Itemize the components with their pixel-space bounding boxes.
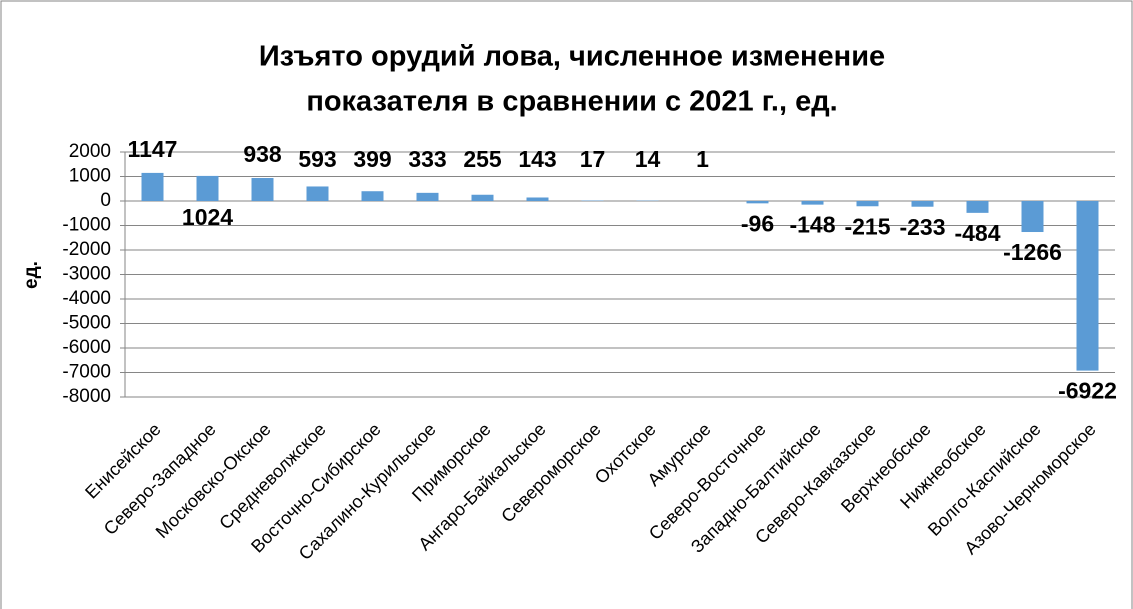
chart-title: показателя в сравнении с 2021 г., ед.	[306, 86, 837, 118]
y-tick-label: -2000	[62, 239, 111, 260]
y-tick-label: -6000	[62, 337, 111, 358]
data-label: 938	[243, 141, 282, 167]
bar	[526, 197, 549, 201]
data-label: 1024	[182, 204, 233, 230]
bar	[911, 201, 934, 207]
data-label: 255	[463, 146, 502, 172]
data-label: -215	[844, 213, 890, 239]
data-label: 1147	[128, 136, 178, 162]
y-tick-label: -4000	[62, 288, 111, 309]
data-label: -1266	[1003, 239, 1062, 265]
bar	[746, 201, 769, 204]
bar	[1076, 201, 1099, 371]
y-tick-label: -7000	[62, 362, 111, 383]
data-label: 399	[353, 146, 391, 172]
bar	[196, 175, 219, 201]
data-label: 333	[408, 146, 446, 172]
y-tick-label: 1000	[69, 166, 111, 187]
data-label: -484	[954, 220, 1000, 246]
data-label: 143	[518, 146, 556, 172]
y-tick-label: 2000	[69, 141, 111, 162]
data-label: 593	[298, 146, 336, 172]
data-label: 1	[696, 146, 709, 172]
y-tick-label: 0	[100, 190, 111, 211]
y-tick-label: -3000	[62, 264, 111, 285]
data-label: 14	[635, 146, 661, 172]
y-axis-label: ед.	[21, 261, 42, 289]
bar	[471, 194, 494, 201]
data-label: -148	[789, 212, 835, 238]
chart-title: Изъято орудий лова, численное изменение	[259, 41, 885, 73]
bar	[416, 192, 439, 201]
data-label: -6922	[1058, 378, 1117, 404]
y-tick-label: -8000	[62, 386, 111, 407]
y-tick-label: -1000	[62, 215, 111, 236]
data-label: -233	[899, 214, 945, 240]
bar	[141, 172, 164, 201]
bar	[361, 191, 384, 201]
bar	[251, 178, 274, 201]
bar	[966, 201, 989, 213]
bar	[306, 186, 329, 201]
y-tick-label: -5000	[62, 313, 111, 334]
bar	[801, 201, 824, 205]
data-label: 17	[580, 146, 606, 172]
data-label: -96	[741, 210, 774, 236]
bar	[856, 201, 879, 207]
bar	[1021, 201, 1044, 233]
